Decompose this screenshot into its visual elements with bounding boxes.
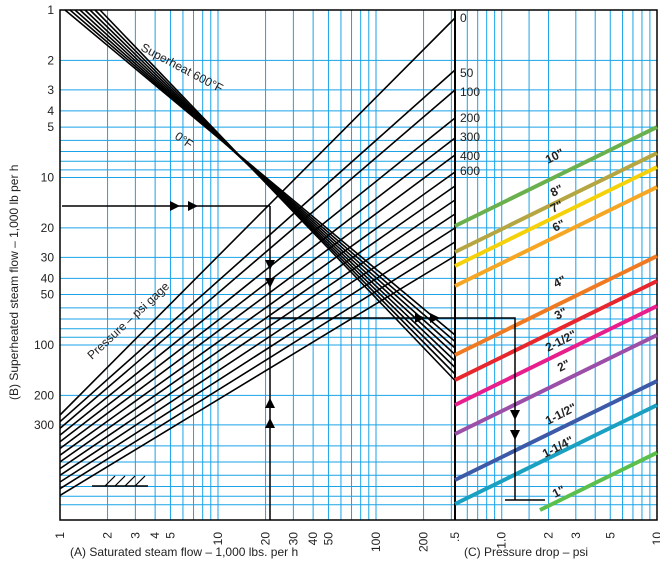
x-left-tick-label: 1 <box>53 532 67 539</box>
annotation-pressure: Pressure – psi gage <box>84 279 172 362</box>
pipe-size-label: 3" <box>552 305 569 323</box>
pipe-line <box>454 254 658 357</box>
pipe-size-label: 2" <box>555 357 572 375</box>
pressure-line <box>59 89 456 430</box>
arrow-up <box>265 398 275 408</box>
base-bracket-tick <box>104 475 116 487</box>
pipe-line <box>454 165 658 268</box>
pressure-line <box>59 255 456 497</box>
y-tick-label: 100 <box>34 338 54 352</box>
y-tick-label: 10 <box>41 170 55 184</box>
arrow-up <box>265 418 275 428</box>
base-bracket-tick <box>134 475 146 487</box>
pressure-scale-label: 400 <box>460 149 480 163</box>
plot-frame <box>59 9 658 521</box>
x-left-tick-label: 200 <box>417 532 431 552</box>
y-tick-label: 30 <box>41 250 55 264</box>
arrow-right <box>430 313 440 323</box>
pipe-line <box>454 185 658 288</box>
arrow-down <box>510 430 520 440</box>
x-left-tick-label: 2 <box>101 532 115 539</box>
pipe-line <box>454 304 658 407</box>
pressure-line <box>59 213 456 476</box>
pressure-line <box>59 171 456 456</box>
y-tick-label: 1 <box>47 3 54 17</box>
pressure-line <box>59 17 456 416</box>
y-tick-label: 5 <box>47 120 54 134</box>
pipe-size-label: 1" <box>550 483 567 501</box>
pipe-size-label: 6" <box>550 217 567 235</box>
pipe-line <box>454 379 658 482</box>
arrow-down <box>265 278 275 288</box>
x-right-tick-label: .5 <box>448 532 462 542</box>
y-tick-label: 3 <box>47 83 54 97</box>
x-left-tick-label: 3 <box>128 532 142 539</box>
pressure-line <box>59 199 456 470</box>
pipe-size-label: 4" <box>551 273 568 291</box>
x-left-tick-label: 40 <box>306 532 320 546</box>
y-tick-label: 200 <box>34 388 54 402</box>
pressure-scale-label: 300 <box>460 130 480 144</box>
x-left-tick-label: 4 <box>148 532 162 539</box>
pressure-line <box>59 154 456 450</box>
pipe-size-label: 8" <box>548 182 565 200</box>
x-left-tick-label: 100 <box>369 532 383 552</box>
x-axis-right-title: (C) Pressure drop – psi <box>464 545 588 559</box>
pipe-line <box>454 151 658 254</box>
x-right-tick-label: 3 <box>569 532 583 539</box>
pipe-line <box>454 125 658 228</box>
y-tick-label: 50 <box>41 288 55 302</box>
pressure-scale-label: 0 <box>460 11 467 25</box>
y-tick-label: 4 <box>47 104 54 118</box>
x-left-tick-label: 5 <box>163 532 177 539</box>
arrow-down <box>265 260 275 270</box>
pressure-scale-label: 50 <box>460 66 474 80</box>
x-left-tick-label: 50 <box>321 532 335 546</box>
y-tick-label: 2 <box>47 53 54 67</box>
pipe-line <box>454 279 658 382</box>
annotation-zero-f: 0°F <box>172 129 195 151</box>
base-bracket-tick <box>124 475 136 487</box>
x-left-tick-label: 30 <box>286 532 300 546</box>
pipe-size-label: 7" <box>548 198 565 216</box>
x-axis-left-title: (A) Saturated steam flow – 1,000 lbs. pe… <box>70 545 298 559</box>
pressure-line <box>59 227 456 483</box>
pressure-line <box>59 69 456 423</box>
pressure-line <box>59 117 456 436</box>
x-right-tick-label: 5 <box>603 532 617 539</box>
pressure-line <box>59 185 456 463</box>
y-axis-title: (B) Superheated steam flow – 1,000 lb pe… <box>7 165 21 400</box>
pressure-scale-label: 600 <box>460 164 480 178</box>
x-left-tick-label: 10 <box>211 532 225 546</box>
x-right-tick-label: 2 <box>541 532 555 539</box>
superheat-line <box>64 9 456 336</box>
x-right-tick-label: 10 <box>650 532 660 546</box>
pipe-size-label: 10" <box>543 146 566 167</box>
example-path <box>62 201 545 520</box>
x-right-tick-label: 1.0 <box>495 532 509 549</box>
example-route <box>62 205 516 520</box>
pressure-line <box>59 241 456 490</box>
arrow-right <box>170 201 180 211</box>
y-tick-label: 40 <box>41 271 55 285</box>
pipe-lines: 10"8"7"6"4"3"2-1/2"2"1-1/2"1-1/4"1" <box>454 125 658 512</box>
x-left-tick-label: 20 <box>259 532 273 546</box>
y-tick-label: 20 <box>41 221 55 235</box>
pipe-line <box>454 333 658 436</box>
y-tick-label: 300 <box>34 418 54 432</box>
base-bracket-tick <box>114 475 126 487</box>
pipe-line <box>539 450 658 512</box>
arrow-right <box>188 201 198 211</box>
pressure-scale-label: 100 <box>460 85 480 99</box>
arrow-down <box>510 410 520 420</box>
pressure-line <box>59 137 456 443</box>
arrow-right <box>415 313 425 323</box>
pipe-line <box>454 403 658 506</box>
pressure-scale-label: 200 <box>460 111 480 125</box>
